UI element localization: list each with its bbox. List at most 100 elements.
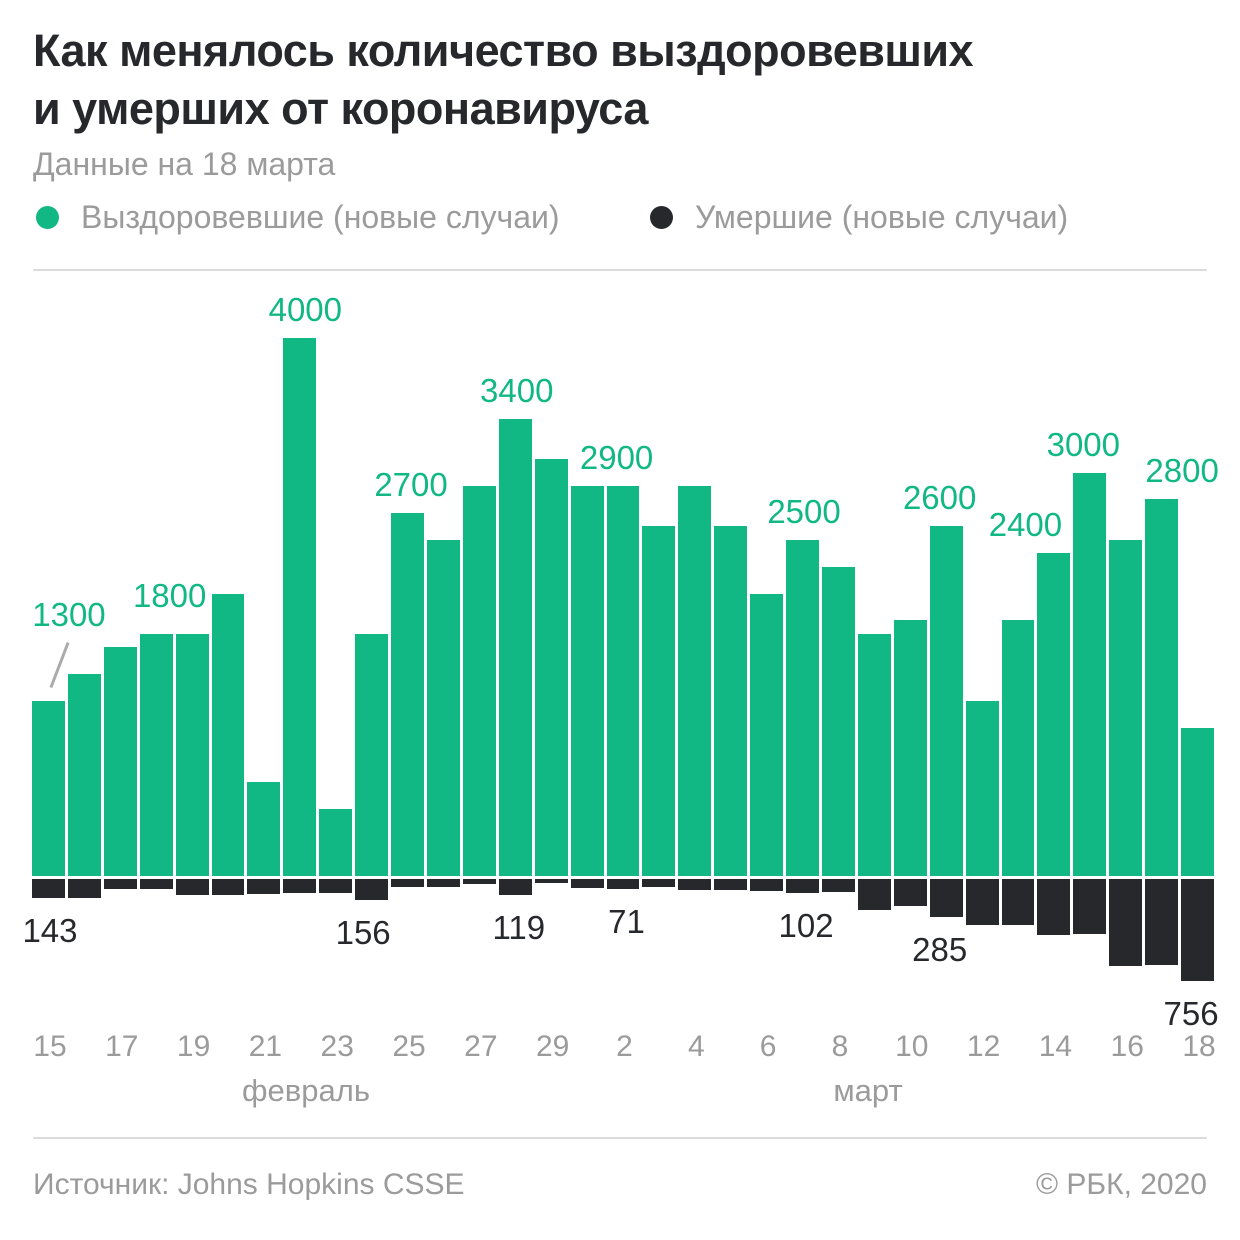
copyright-note: © РБК, 2020 (1035, 1168, 1207, 1201)
bar-recovered (822, 566, 855, 876)
bar-deceased (534, 879, 568, 884)
value-label-deceased: 285 (912, 931, 968, 969)
bar-recovered (427, 539, 460, 876)
bar-recovered (929, 526, 963, 876)
bar-deceased (355, 879, 389, 900)
value-label-recovered: 4000 (268, 291, 343, 328)
bar-deceased (139, 879, 173, 890)
x-axis-tick-label: 19 (176, 1030, 211, 1063)
value-label-deceased: 119 (492, 909, 546, 946)
bar-recovered (211, 593, 245, 876)
bar-recovered (1181, 728, 1214, 876)
x-axis-tick-label: 29 (535, 1030, 570, 1063)
bar-recovered (1001, 620, 1035, 876)
bar-recovered (570, 485, 604, 876)
bar-deceased (175, 879, 209, 896)
bar-deceased (103, 879, 137, 890)
bar-deceased (498, 879, 532, 895)
x-axis-tick-label: 27 (464, 1030, 498, 1063)
bar-deceased (678, 879, 712, 891)
recovered-legend-dot-icon (36, 205, 59, 229)
bar-recovered (786, 539, 819, 876)
legend-item-deceased: Умершие (новые случаи) (650, 198, 1069, 235)
x-axis-tick-label: 14 (1038, 1030, 1073, 1063)
bar-recovered (175, 633, 209, 876)
value-label-recovered: 2700 (374, 465, 448, 503)
deceased-legend-dot-icon (650, 205, 673, 229)
x-axis-tick-label: 12 (966, 1030, 1001, 1063)
bar-deceased (965, 879, 999, 926)
bar-deceased (283, 879, 317, 894)
value-label-deceased: 102 (778, 906, 834, 944)
bar-deceased (642, 879, 676, 888)
bar-recovered (391, 512, 424, 876)
bar-deceased (1181, 879, 1214, 981)
bar-recovered (139, 633, 173, 876)
top-divider (33, 269, 1207, 271)
page-title: Как менялось количество выздоровевших и … (33, 22, 974, 138)
bar-recovered (750, 593, 784, 876)
value-label-recovered: 2900 (579, 438, 654, 476)
bar-deceased (1037, 879, 1071, 936)
x-axis-tick-label: 4 (687, 1030, 705, 1063)
bar-deceased (786, 879, 819, 893)
bar-recovered (355, 633, 389, 876)
value-label-deceased: 756 (1163, 994, 1219, 1032)
bar-deceased (1001, 879, 1035, 926)
x-axis-tick-label: 8 (831, 1030, 849, 1063)
bar-deceased (714, 879, 748, 891)
value-label-recovered: 3000 (1046, 425, 1121, 463)
page-title-line1: Как менялось количество выздоровевших (33, 25, 974, 76)
bar-deceased (1145, 879, 1179, 966)
x-axis-tick-label: 6 (759, 1030, 777, 1063)
bar-deceased (67, 879, 101, 898)
bar-recovered (247, 781, 281, 876)
value-label-recovered: 3400 (480, 371, 554, 409)
x-axis-tick-label: 18 (1182, 1030, 1216, 1063)
bar-recovered (606, 485, 640, 876)
bar-recovered (32, 701, 65, 876)
x-axis-tick-label: 23 (320, 1030, 354, 1063)
bar-recovered (857, 633, 891, 876)
bar-deceased (857, 879, 891, 910)
value-label-recovered: 1300 (32, 596, 106, 634)
bar-deceased (929, 879, 963, 918)
bar-recovered (965, 701, 999, 876)
bar-recovered (893, 620, 927, 876)
bar-recovered (462, 485, 496, 876)
bar-deceased (211, 879, 245, 896)
bar-recovered (319, 808, 353, 876)
value-label-deceased: 156 (335, 913, 391, 951)
bar-recovered (678, 485, 712, 876)
bar-recovered (283, 338, 317, 876)
bar-deceased (1109, 879, 1143, 967)
bar-deceased (750, 879, 784, 892)
bar-recovered (498, 418, 532, 876)
bar-deceased (462, 879, 496, 884)
x-axis-tick-label: 16 (1110, 1030, 1144, 1063)
bar-deceased (32, 879, 65, 899)
x-axis-tick-label: 10 (895, 1030, 929, 1063)
bar-deceased (606, 879, 640, 889)
legend-label-recovered: Выздоровевшие (новые случаи) (81, 198, 560, 235)
bar-recovered (534, 459, 568, 876)
legend-label-deceased: Умершие (новые случаи) (695, 198, 1069, 235)
value-label-recovered: 2400 (988, 506, 1063, 544)
bar-recovered (67, 674, 101, 876)
x-axis-tick-label: 2 (616, 1030, 633, 1063)
x-axis-tick-label: 17 (105, 1030, 139, 1063)
x-axis-tick-label: 25 (392, 1030, 426, 1063)
bar-deceased (427, 879, 460, 888)
bar-recovered (1109, 539, 1143, 876)
value-label-recovered: 2800 (1145, 452, 1219, 490)
bar-recovered (642, 526, 676, 876)
source-credit: Источник: Johns Hopkins CSSE (33, 1168, 465, 1201)
subtitle-date-note: Данные на 18 марта (33, 146, 336, 182)
bar-deceased (1073, 879, 1107, 935)
bar-deceased (247, 879, 281, 894)
month-label: март (833, 1073, 903, 1108)
bar-deceased (570, 879, 604, 888)
bottom-divider (33, 1137, 1207, 1139)
bar-recovered (1145, 499, 1179, 876)
